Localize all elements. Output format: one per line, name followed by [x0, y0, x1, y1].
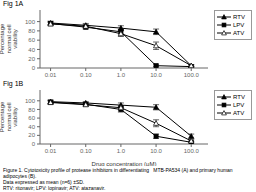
svg-text:10.0: 10.0: [150, 148, 162, 154]
svg-text:80: 80: [28, 28, 35, 34]
svg-text:0.10: 0.10: [80, 72, 92, 78]
svg-text:Percentagenormal cellviability: Percentagenormal cellviability: [8, 23, 18, 54]
html-text:RTV: RTV: [233, 14, 245, 20]
svg-text:20: 20: [28, 56, 35, 62]
svg-text:100.0: 100.0: [184, 148, 200, 154]
svg-text:100.0: 100.0: [184, 72, 200, 78]
svg-text:Drug concentration (μM): Drug concentration (μM): [92, 161, 157, 166]
svg-text:0.01: 0.01: [45, 72, 57, 78]
html-text:RTV: ritonavir; LPV: lopinavir: RTV: ritonavir; LPV: lopinavir; ATV: ata…: [3, 185, 106, 191]
svg-text:40: 40: [28, 124, 35, 130]
html-text:Fig 1B: Fig 1B: [3, 80, 24, 87]
svg-text:0.01: 0.01: [45, 148, 57, 154]
html-text:LPV: LPV: [233, 102, 245, 108]
svg-text:80: 80: [28, 107, 35, 113]
svg-text:1.0: 1.0: [117, 148, 126, 154]
html-text:ATV: ATV: [233, 30, 245, 36]
html-text:Percentage: Percentage: [0, 101, 5, 133]
html-text:Data expressed as mean (n=6) ±: Data expressed as mean (n=6) ±SD.: [3, 179, 85, 185]
html-text:RTV: RTV: [233, 94, 245, 100]
svg-text:100: 100: [25, 98, 36, 104]
html-text:ATV: ATV: [233, 110, 245, 116]
svg-text:0: 0: [32, 141, 36, 147]
html-text:Figure 1. Cytotoxicity profile: Figure 1. Cytotoxicity profile of protea…: [3, 167, 234, 179]
html-text:Fig 1A: Fig 1A: [3, 0, 24, 7]
svg-text:Percentagenormal cellviability: Percentagenormal cellviability: [8, 101, 18, 132]
svg-text:40: 40: [28, 47, 35, 53]
svg-text:20: 20: [28, 132, 35, 138]
svg-text:60: 60: [28, 115, 35, 121]
svg-text:100: 100: [25, 19, 36, 25]
svg-text:1.0: 1.0: [117, 72, 126, 78]
svg-text:0.10: 0.10: [80, 148, 92, 154]
html-text:Percentage: Percentage: [0, 23, 5, 55]
html-text:LPV: LPV: [233, 22, 245, 28]
svg-text:0: 0: [32, 65, 36, 71]
svg-text:60: 60: [28, 37, 35, 43]
svg-text:10.0: 10.0: [150, 72, 162, 78]
